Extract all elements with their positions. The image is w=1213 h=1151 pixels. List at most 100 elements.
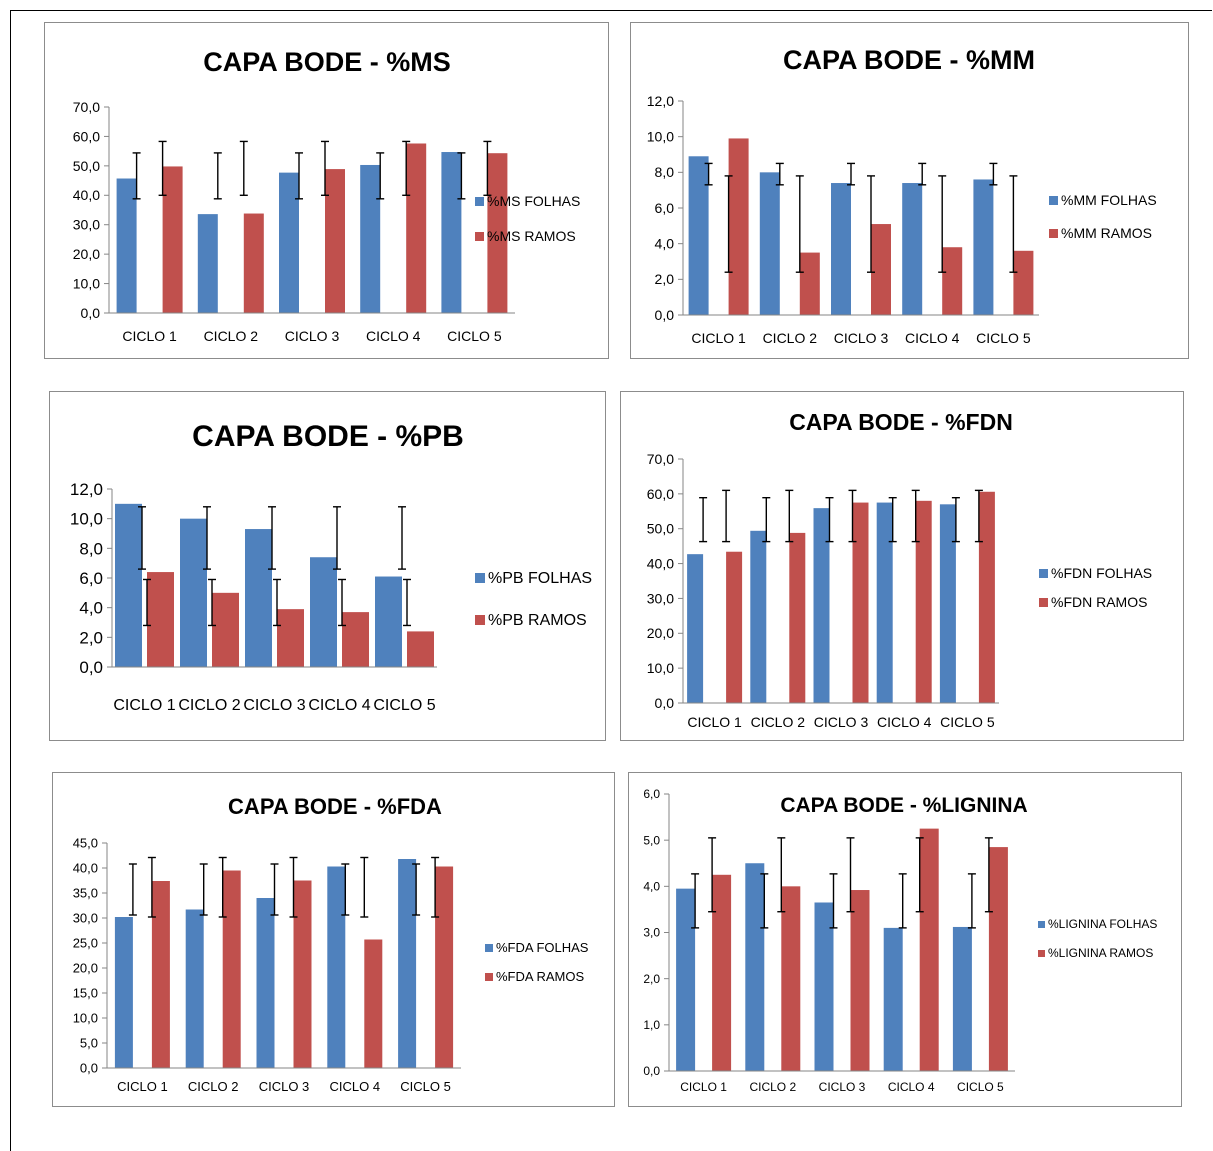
bar-folhas [114,917,133,1068]
bar-ramos [277,609,304,667]
bar-ramos [364,939,383,1068]
bar-folhas [310,557,337,667]
bar-folhas [115,503,142,667]
error-bar [708,837,717,913]
bar-folhas [441,152,462,313]
chart-title: CAPA BODE - %FDN [789,409,1013,435]
x-tick-label: CICLO 3 [819,1080,866,1094]
y-tick-label: 35,0 [73,886,98,901]
error-bar [143,578,151,627]
x-tick-label: CICLO 1 [122,328,177,344]
bar-ramos [919,828,939,1071]
bar-folhas [116,178,137,313]
error-bar [295,152,303,200]
error-bar [918,162,927,186]
legend-label: %MS FOLHAS [487,193,580,209]
y-tick-label: 30,0 [73,911,98,926]
chart-fdn: CAPA BODE - %FDN 0,0 10,0 20,0 30,0 40,0 50,0 6… [647,409,1152,730]
error-bar [762,496,771,543]
bar-folhas [831,183,851,315]
error-bar [760,873,769,929]
bar-ramos [781,886,801,1071]
error-bar [333,506,341,570]
x-tick-label: CICLO 5 [400,1079,451,1094]
legend-swatch [1049,229,1058,238]
bar-ramos [325,169,345,313]
error-bar [829,873,838,929]
y-tick-label: 50,0 [647,521,674,537]
x-tick-label: CICLO 4 [877,714,932,730]
bar-ramos [151,881,170,1068]
error-bar [412,863,421,916]
error-bar [938,175,947,273]
error-bar [777,837,786,913]
error-bar [321,140,329,196]
x-tick-label: CICLO 1 [687,714,742,730]
y-tick-label: 40,0 [73,187,100,203]
error-bar [341,863,350,916]
error-bar [239,140,248,196]
x-tick-label: CICLO 4 [308,697,370,714]
x-tick-label: CICLO 2 [188,1079,239,1094]
bar-ramos [728,138,749,315]
error-bar [1009,175,1018,273]
legend-label: %FDA RAMOS [496,969,584,984]
error-bar [132,152,141,200]
legend-swatch [475,232,484,241]
chart-ms: CAPA BODE - %MS 0,0 10,0 20,0 30,0 40,0 50,0 60… [73,47,581,344]
bar-folhas [360,164,381,313]
y-tick-label: 8,0 [79,539,103,558]
error-bar [208,578,216,627]
bar-ramos [712,874,732,1071]
bar-folhas [750,530,767,703]
error-bar [158,140,167,196]
chart-mm: CAPA BODE - %MM 0,0 2,0 4,0 6,0 8,0 10,0 12,0 CI… [647,45,1157,346]
legend-label: %PB RAMOS [488,612,587,629]
bar-ramos [293,880,312,1068]
error-bar [338,578,346,627]
error-bar [403,578,411,627]
error-bar [989,162,998,186]
y-tick-label: 50,0 [73,158,100,174]
chart-pb: CAPA BODE - %PB 0,0 2,0 4,0 6,0 8,0 10,0 12,0 CI… [70,420,592,714]
y-tick-label: 8,0 [655,164,675,180]
chart-panel-mm: CAPA BODE - %MM 0,0 2,0 4,0 6,0 8,0 10,0 12,0 CI… [630,22,1189,359]
error-bar [398,506,406,570]
bar-folhas [185,909,204,1068]
chart-title: CAPA BODE - %MM [783,45,1035,75]
bar-folhas [952,926,972,1071]
legend-swatch [1039,569,1048,578]
bar-ramos [407,631,434,667]
bar-folhas [939,504,956,703]
bar-folhas [876,502,893,703]
y-tick-label: 5,0 [643,833,660,847]
x-tick-label: CICLO 2 [751,714,806,730]
legend-swatch [485,973,493,981]
y-tick-label: 12,0 [70,480,103,499]
y-tick-label: 5,0 [80,1036,98,1051]
error-bar [724,175,733,273]
y-tick-label: 70,0 [647,451,674,467]
y-tick-label: 6,0 [655,200,675,216]
error-bar [431,856,440,918]
error-bar [270,863,279,916]
x-tick-label: CICLO 2 [749,1080,796,1094]
bar-ramos [978,491,995,703]
x-tick-label: CICLO 5 [976,330,1031,346]
error-bar [775,162,784,186]
x-tick-label: CICLO 3 [814,714,869,730]
bar-folhas [245,529,272,667]
bar-folhas [256,898,275,1068]
x-tick-label: CICLO 1 [113,697,175,714]
chart-title: CAPA BODE - %PB [192,420,464,453]
y-tick-label: 0,0 [655,695,675,711]
y-tick-label: 20,0 [73,961,98,976]
y-tick-label: 12,0 [647,93,674,109]
legend-label: %FDN FOLHAS [1051,565,1152,581]
error-bar [218,856,227,918]
legend-label: %PB FOLHAS [488,570,592,587]
bar-ramos [799,252,820,315]
bar-ramos [850,890,870,1071]
y-tick-label: 4,0 [79,599,103,618]
x-tick-label: CICLO 5 [447,328,502,344]
